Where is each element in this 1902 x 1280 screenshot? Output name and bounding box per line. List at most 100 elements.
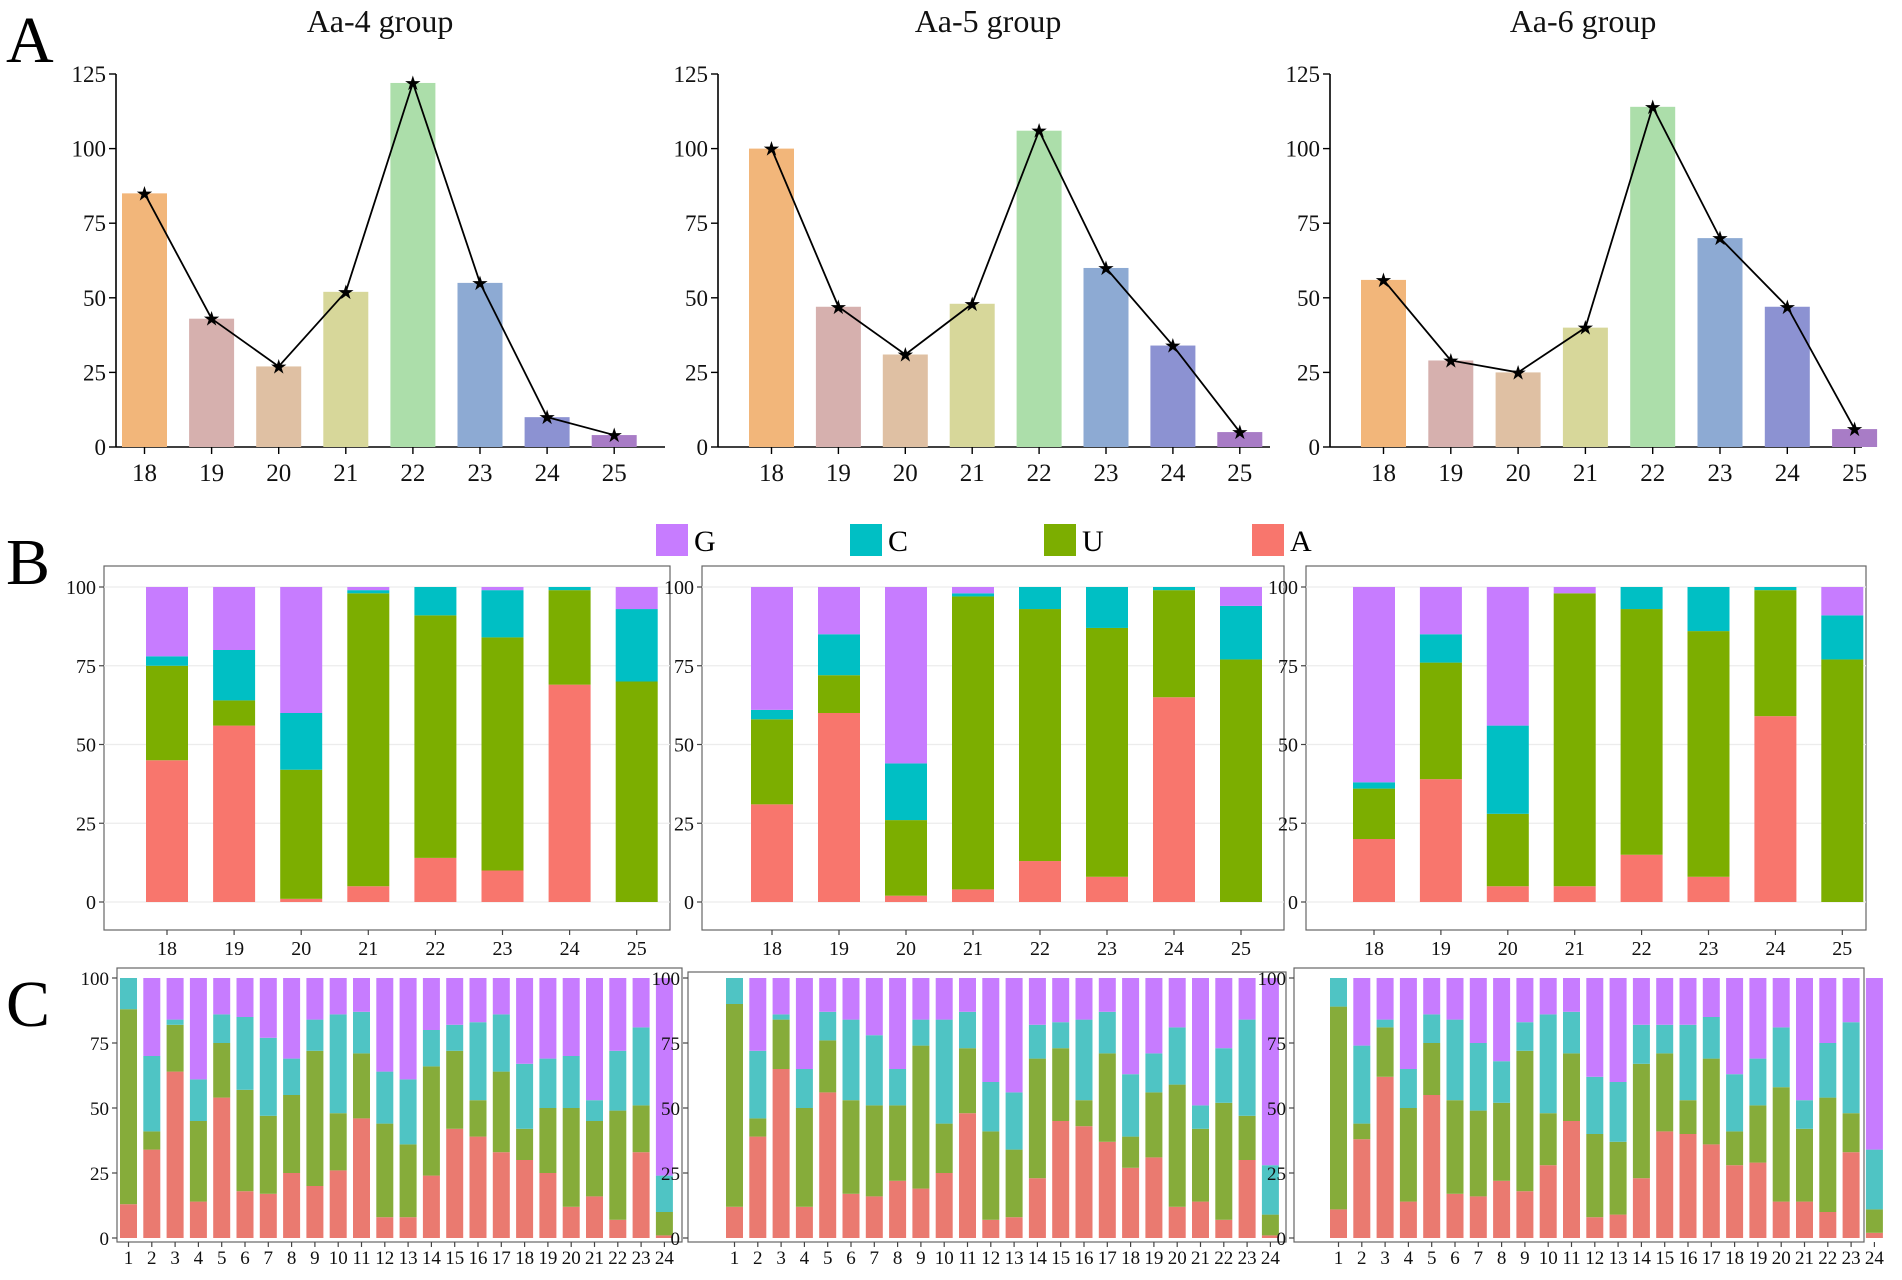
bar-segment-g-4 [189,978,207,1080]
x-tick-label: 12 [981,1248,1000,1269]
bar-segment-g-4 [795,978,813,1069]
y-tick-label: 0 [95,435,107,460]
x-tick-label: 16 [469,1248,488,1269]
y-tick-label: 50 [674,735,694,757]
x-tick-label: 20 [1772,1248,1791,1269]
x-tick-label: 22 [1632,938,1652,960]
bar-segment-a-24 [1865,1232,1883,1238]
bar-segment-a-15 [1052,1121,1070,1238]
bar-segment-g-2 [1353,978,1371,1046]
bar-segment-a-6 [1446,1193,1464,1238]
bar-segment-u-5 [1423,1043,1441,1095]
bar-segment-a-21 [952,889,994,902]
bar-segment-u-3 [166,1024,184,1072]
bar-segment-c-24 [1261,1165,1279,1215]
bar-segment-u-20 [1772,1087,1790,1202]
bar-segment-g-16 [1679,978,1697,1025]
x-tick-label: 15 [445,1248,464,1269]
bar-segment-c-16 [1075,1019,1093,1101]
bar-segment-u-19 [1145,1092,1163,1158]
bar-segment-c-6 [842,1019,860,1101]
bar-segment-u-7 [865,1105,883,1197]
bar-segment-a-24 [1153,697,1195,902]
bar-segment-u-19 [1419,662,1462,780]
bar-segment-a-2 [143,1149,161,1238]
bar-segment-a-22 [609,1219,627,1238]
bar-segment-u-23 [1086,627,1128,877]
bar-length-19 [815,306,861,447]
y-tick-label: 50 [83,286,106,311]
bar-segment-u-22 [1819,1097,1837,1212]
x-tick-label: 22 [1027,460,1052,487]
trend-point-21: ★ [963,292,981,316]
bar-segment-c-2 [749,1050,767,1119]
x-tick-label: 21 [1191,1248,1210,1269]
y-tick-label: 0 [1309,435,1321,460]
bar-segment-a-14 [1632,1178,1650,1238]
x-tick-label: 20 [1506,460,1531,487]
bar-segment-u-22 [414,615,457,858]
y-tick-label: 75 [674,656,694,678]
y-tick-label: 100 [72,137,107,162]
x-tick-label: 3 [170,1248,180,1269]
bar-segment-c-17 [1098,1011,1116,1054]
bar-length-18 [1361,279,1406,447]
bar-length-22 [1630,106,1676,447]
bar-segment-a-10 [935,1173,953,1238]
bar-segment-g-24 [1261,978,1279,1166]
bar-segment-u-22 [1019,609,1061,862]
y-tick-label: 50 [1297,286,1320,311]
bar-segment-c-1 [1330,978,1347,1007]
bar-segment-a-12 [1586,1217,1604,1238]
bar-segment-u-20 [1168,1084,1186,1207]
bar-segment-u-12 [982,1131,1000,1220]
bar-segment-g-16 [1075,978,1093,1020]
x-tick-label: 22 [1818,1248,1837,1269]
bar-segment-u-11 [1563,1053,1580,1121]
bar-segment-c-20 [1486,725,1529,814]
y-tick-label: 125 [1286,62,1321,87]
x-tick-label: 14 [1028,1248,1048,1269]
bar-segment-u-4 [795,1108,813,1207]
x-tick-label: 21 [585,1248,604,1269]
trend-point-20: ★ [1509,360,1527,384]
bar-segment-c-16 [469,1022,487,1101]
bar-segment-u-2 [749,1118,767,1137]
bar-segment-c-25 [615,609,658,682]
y-tick-label: 25 [1267,1164,1286,1185]
bar-segment-c-25 [1220,605,1262,660]
bar-segment-c-19 [213,650,256,701]
bar-segment-g-18 [146,587,188,657]
x-tick-label: 25 [1832,938,1852,960]
trend-point-19: ★ [1442,348,1460,372]
bar-segment-a-14 [422,1175,440,1238]
x-tick-label: 18 [1364,938,1384,960]
bar-segment-a-23 [481,870,524,902]
bar-segment-g-17 [492,978,510,1015]
x-tick-label: 16 [1679,1248,1698,1269]
y-tick-label: 100 [674,137,709,162]
y-tick-label: 75 [83,211,106,236]
x-tick-label: 10 [329,1248,348,1269]
x-tick-label: 22 [608,1248,627,1269]
bar-segment-c-21 [1796,1100,1813,1129]
bar-segment-c-4 [189,1079,207,1121]
bar-segment-g-23 [1842,978,1860,1023]
bar-segment-c-11 [1563,1011,1580,1054]
bar-segment-u-14 [1028,1058,1046,1179]
length-distribution-chart-aa6: Aa-6 group 0 25 50 75 100 125 18 19 20 21 22 23 24 25 ★… [1286,3,1878,487]
bar-segment-a-2 [1353,1139,1371,1238]
x-tick-label: 24 [560,938,580,960]
bar-segment-a-11 [959,1113,976,1238]
bar-segment-g-7 [865,978,883,1036]
x-tick-label: 20 [266,460,291,487]
bar-segment-c-18 [516,1063,534,1129]
chart-title: Aa-6 group [1510,3,1657,39]
x-tick-label: 20 [1168,1248,1187,1269]
bar-segment-c-22 [1215,1048,1233,1103]
x-tick-label: 15 [1051,1248,1070,1269]
y-tick-label: 25 [90,1164,109,1185]
y-tick-label: 75 [661,1034,680,1055]
x-tick-label: 7 [264,1248,274,1269]
bar-segment-u-21 [586,1121,603,1197]
